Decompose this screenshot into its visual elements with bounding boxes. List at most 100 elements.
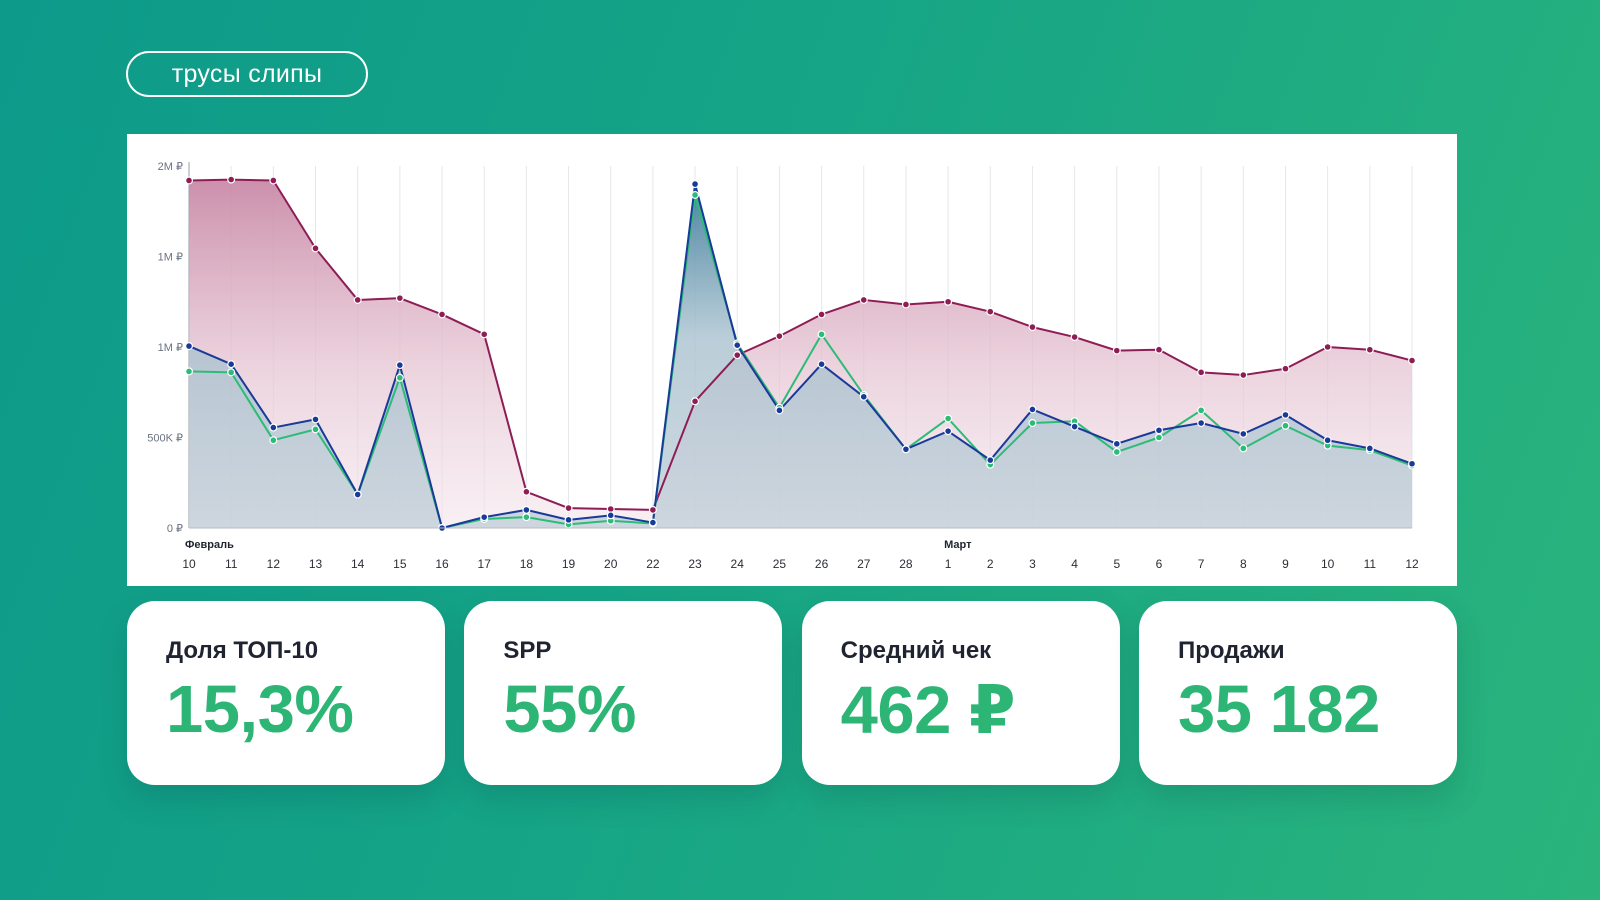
x-tick-label: 18 <box>520 557 534 571</box>
metric-value: 35 182 <box>1177 672 1380 747</box>
x-tick-label: 14 <box>351 557 365 571</box>
series-blue-point <box>1239 429 1248 438</box>
y-tick-label: 500K ₽ <box>147 433 183 445</box>
series-blue-point <box>1323 436 1332 445</box>
series-green-point <box>522 513 531 522</box>
series-blue-point <box>480 513 489 522</box>
metric-card-sales: Продажи 35 182 <box>1138 601 1457 785</box>
series-blue-point <box>648 518 657 527</box>
metric-card-average-check: Средний чек 462 ₽ <box>801 601 1120 785</box>
x-tick-label: 13 <box>309 557 323 571</box>
series-blue-point <box>859 392 868 401</box>
series-red-point <box>395 294 404 303</box>
series-red-point <box>1028 323 1037 332</box>
series-blue-point <box>269 423 278 432</box>
metric-card-top10-share: Доля ТОП-10 15,3% <box>127 601 445 785</box>
x-tick-label: 3 <box>1029 557 1036 571</box>
metric-value: 462 ₽ <box>840 673 1016 748</box>
sales-chart: 0 ₽500K ₽1M ₽1M ₽2M ₽ Февраль Март 10 11 12 13… <box>127 134 1457 586</box>
series-red-point <box>564 504 573 513</box>
x-tick-label: 8 <box>1240 557 1247 571</box>
metric-value: 55% <box>503 672 636 747</box>
series-blue-point <box>311 415 320 424</box>
metric-label: Продажи <box>1177 637 1285 664</box>
series-red-point <box>438 310 447 319</box>
x-month-label: Март <box>944 539 972 551</box>
x-tick-label: 16 <box>435 557 449 571</box>
series-blue-point <box>395 361 404 370</box>
x-tick-label: 10 <box>1321 557 1335 571</box>
series-red-point <box>184 176 193 185</box>
series-green-point <box>395 373 404 382</box>
series-red-point <box>944 297 953 306</box>
series-blue-point <box>564 515 573 524</box>
series-green-point <box>311 425 320 434</box>
x-tick-label: 2 <box>987 557 994 571</box>
series-red-point <box>901 300 910 309</box>
x-month-label: Февраль <box>185 539 234 551</box>
series-blue-point <box>227 360 236 369</box>
series-green-point <box>1239 444 1248 453</box>
metrics-row: Доля ТОП-10 15,3% SPP 55% Средний чек 46… <box>127 601 1457 785</box>
x-tick-label: 5 <box>1113 557 1120 571</box>
x-tick-label: 1 <box>945 557 952 571</box>
series-green-point <box>1154 433 1163 442</box>
x-tick-label: 27 <box>857 557 871 571</box>
series-green-point <box>1112 447 1121 456</box>
series-blue-point <box>1197 419 1206 428</box>
series-red-point <box>733 351 742 360</box>
series-red-point <box>1197 368 1206 377</box>
x-tick-label: 17 <box>478 557 492 571</box>
series-green-point <box>1028 419 1037 428</box>
series-green-point <box>691 190 700 199</box>
series-blue-point <box>1028 405 1037 414</box>
series-blue-point <box>691 180 700 189</box>
series-blue-line <box>188 183 1413 529</box>
series-blue-point <box>1407 459 1416 468</box>
series-blue-point <box>1112 439 1121 448</box>
series-blue-point <box>1070 422 1079 431</box>
series-green-point <box>184 367 193 376</box>
series-green-point <box>1281 421 1290 430</box>
series-red-point <box>1365 345 1374 354</box>
series-blue-point <box>775 406 784 415</box>
series-green-point <box>944 414 953 423</box>
series-blue-point <box>1365 444 1374 453</box>
series-red-point <box>1323 343 1332 352</box>
x-tick-label: 12 <box>267 557 281 571</box>
x-tick-label: 4 <box>1071 557 1078 571</box>
x-tick-label: 25 <box>773 557 787 571</box>
y-tick-label: 0 ₽ <box>167 523 183 535</box>
x-tick-label: 7 <box>1198 557 1205 571</box>
series-red-point <box>1239 371 1248 380</box>
series-blue-area <box>189 184 1412 528</box>
x-tick-label: 24 <box>731 557 745 571</box>
series-red-point <box>522 487 531 496</box>
series-red-point <box>1407 356 1416 365</box>
series-red-point <box>311 244 320 253</box>
series-red-point <box>269 176 278 185</box>
series-green-line <box>188 193 1413 529</box>
series-red-point <box>353 295 362 304</box>
metric-label: Средний чек <box>840 637 992 664</box>
x-tick-label: 6 <box>1156 557 1163 571</box>
series-blue-point <box>1154 426 1163 435</box>
series-blue-point <box>353 490 362 499</box>
series-green-point <box>227 368 236 377</box>
series-blue-point <box>184 342 193 351</box>
series-red-point <box>648 505 657 514</box>
series-red-point <box>1070 333 1079 342</box>
x-tick-label: 28 <box>899 557 913 571</box>
x-tick-label: 9 <box>1282 557 1289 571</box>
category-tag: трусы слипы <box>126 51 368 97</box>
series-red-point <box>691 397 700 406</box>
series-red-point <box>817 310 826 319</box>
series-blue-point <box>817 360 826 369</box>
series-red-point <box>1112 346 1121 355</box>
series-red-point <box>227 175 236 184</box>
metric-label: SPP <box>503 637 552 664</box>
series-blue-point <box>944 427 953 436</box>
y-tick-label: 2M ₽ <box>158 161 183 173</box>
y-tick-label: 1M ₽ <box>158 342 183 354</box>
